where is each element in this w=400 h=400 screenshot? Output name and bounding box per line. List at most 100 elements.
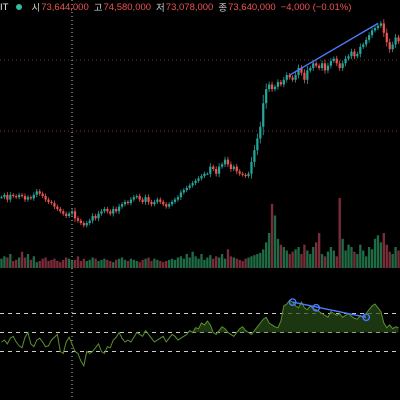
open-label: 시 xyxy=(31,3,41,14)
volume-bar xyxy=(129,258,133,268)
candle-body xyxy=(141,199,144,202)
price-trendline xyxy=(289,22,379,76)
candle-body xyxy=(17,194,21,198)
volume-bar xyxy=(262,249,265,268)
volume-bar xyxy=(356,254,359,268)
candle-body xyxy=(385,32,388,43)
candle-body xyxy=(79,220,83,224)
volume-bar xyxy=(147,257,150,268)
candle-body xyxy=(167,204,171,207)
candle-body xyxy=(88,220,91,224)
candle-body xyxy=(76,218,80,221)
volume-bar xyxy=(212,258,215,268)
candle-body xyxy=(326,65,330,71)
volume-bar xyxy=(165,261,168,268)
volume-bar xyxy=(285,250,288,268)
volume-bar xyxy=(323,256,327,268)
candle-body xyxy=(156,199,159,202)
volume-bar xyxy=(144,258,147,268)
candle-body xyxy=(265,89,268,104)
candle-body xyxy=(106,208,109,212)
volume-bar xyxy=(56,261,59,268)
volume-bar xyxy=(50,259,53,268)
candle-body xyxy=(47,199,50,202)
candle-body xyxy=(317,65,321,69)
volume-bar xyxy=(150,261,153,268)
volume-bar xyxy=(6,257,9,268)
volume-bar xyxy=(162,262,165,268)
candle-body xyxy=(67,213,71,216)
candle-body xyxy=(91,215,94,221)
candle-body xyxy=(297,68,300,76)
candle-body xyxy=(388,42,391,50)
volume-bar xyxy=(388,251,391,268)
volume-bar xyxy=(385,244,388,268)
candle-body xyxy=(244,174,247,177)
candle-body xyxy=(215,169,218,174)
volume-bar xyxy=(382,233,385,268)
volume-bar xyxy=(373,238,377,268)
volume-bar xyxy=(123,259,127,268)
candle-body xyxy=(273,86,277,90)
candle-body xyxy=(29,197,33,199)
volume-bar xyxy=(76,256,80,268)
candle-body xyxy=(356,53,359,57)
candle-body xyxy=(241,173,244,175)
candle-body xyxy=(159,199,162,202)
volume-bar xyxy=(359,244,362,268)
volume-bar xyxy=(117,258,121,268)
volume-bar xyxy=(176,257,180,268)
volume-bar xyxy=(247,257,250,268)
volume-bar xyxy=(94,258,97,268)
volume-bar xyxy=(282,247,285,268)
candle-body xyxy=(350,51,353,57)
candle-body xyxy=(147,197,150,202)
candle-body xyxy=(194,180,197,184)
volume-bar xyxy=(97,261,100,268)
candle-body xyxy=(376,25,380,29)
volume-bar xyxy=(256,254,259,268)
volume-bar xyxy=(191,251,194,268)
volume-bar xyxy=(229,256,233,268)
volume-bar xyxy=(253,255,256,268)
candle-body xyxy=(50,201,53,204)
open-value: 73,644,000 xyxy=(41,1,89,13)
candle-body xyxy=(223,159,227,165)
candle-body xyxy=(338,63,341,69)
candle-body xyxy=(23,196,27,200)
volume-bar xyxy=(370,249,374,268)
volume-bar xyxy=(156,259,159,268)
volume-bar xyxy=(223,258,227,268)
volume-bar xyxy=(265,242,268,268)
volume-bar xyxy=(338,198,341,268)
candle-body xyxy=(294,75,297,80)
candle-body xyxy=(335,58,338,64)
candle-body xyxy=(353,51,356,57)
volume-bar xyxy=(91,257,94,268)
candle-body xyxy=(329,60,333,66)
candle-body xyxy=(238,171,241,174)
candle-body xyxy=(303,72,306,80)
volume-bar xyxy=(88,259,91,268)
candle-body xyxy=(132,197,135,200)
volume-bar xyxy=(317,233,321,268)
volume-bar xyxy=(309,254,312,268)
volume-bar xyxy=(291,251,294,268)
volume-bar xyxy=(397,250,400,268)
candle-body xyxy=(62,211,65,214)
volume-bar xyxy=(29,259,33,268)
volume-bar xyxy=(67,258,71,268)
volume-bar xyxy=(203,259,206,268)
candle-body xyxy=(365,39,368,45)
ohlc-header: IT 시 73,644,000 고 74,580,000 저 73,078,00… xyxy=(0,0,356,15)
candle-body xyxy=(220,164,224,167)
volume-bar xyxy=(82,258,85,268)
candle-body xyxy=(379,23,383,26)
volume-bar xyxy=(44,257,47,268)
high-label: 고 xyxy=(93,3,103,14)
candle-body xyxy=(150,201,153,205)
candle-body xyxy=(82,223,85,226)
candle-body xyxy=(397,37,400,42)
volume-bar xyxy=(115,259,118,268)
